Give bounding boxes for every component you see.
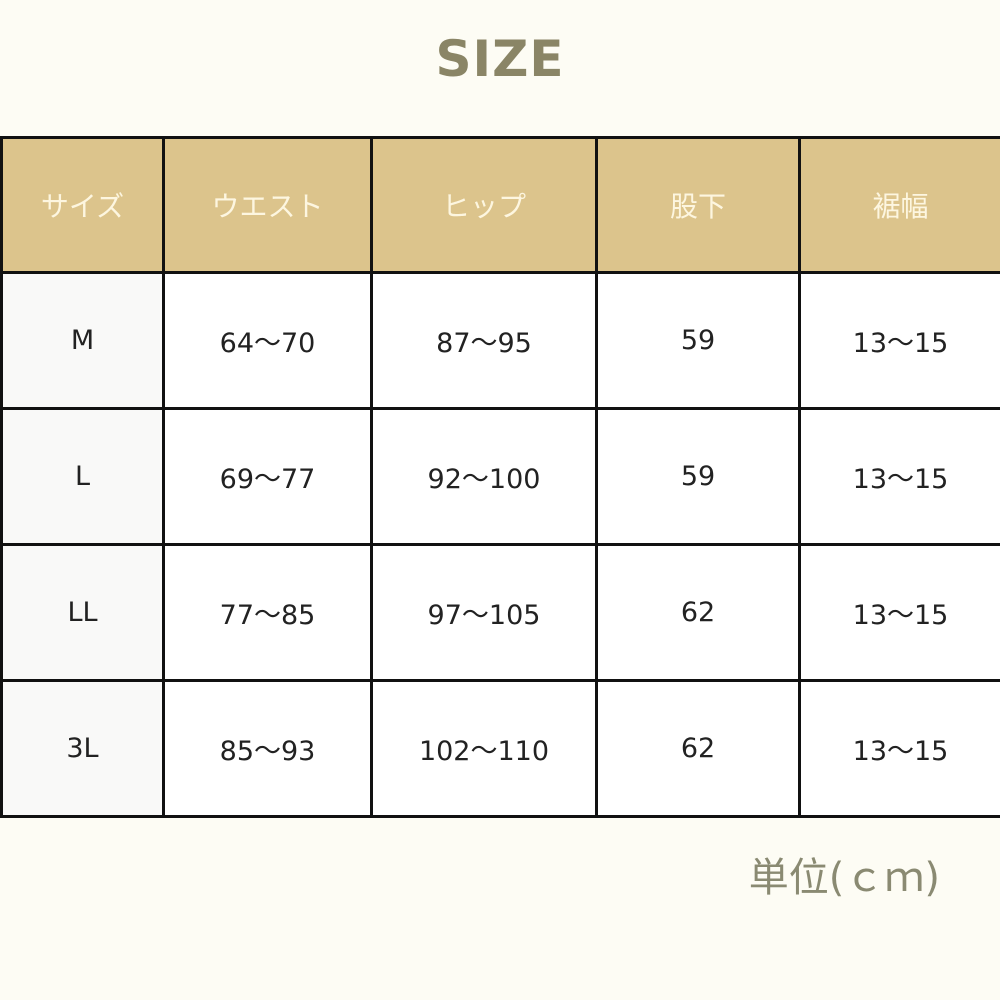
table-row: M 64〜70 87〜95 59 13〜15 [0,271,1000,410]
size-table: サイズ ウエスト ヒップ 股下 裾幅 M 64〜70 87〜95 59 13〜15 L 69〜77 92… [0,136,1000,818]
table-cell: 64〜70 [162,271,373,410]
table-row: L 69〜77 92〜100 59 13〜15 [0,407,1000,546]
table-cell: 97〜105 [370,543,598,682]
header-row: サイズ ウエスト ヒップ 股下 裾幅 [0,136,1000,274]
size-cell: M [0,271,165,410]
table-cell: 77〜85 [162,543,373,682]
column-header: サイズ [0,136,165,274]
size-cell: LL [0,543,165,682]
table-cell: 87〜95 [370,271,598,410]
table-cell: 13〜15 [798,407,1000,546]
table-cell: 59 [595,407,801,546]
table-cell: 85〜93 [162,679,373,818]
table-row: LL 77〜85 97〜105 62 13〜15 [0,543,1000,682]
table-cell: 62 [595,543,801,682]
unit-label: 単位(ｃｍ) [748,855,940,901]
page-title: SIZE [435,30,565,88]
size-cell: L [0,407,165,546]
table-cell: 13〜15 [798,679,1000,818]
column-header: 股下 [595,136,801,274]
column-header: 裾幅 [798,136,1000,274]
table-cell: 59 [595,271,801,410]
table-cell: 62 [595,679,801,818]
table-cell: 13〜15 [798,543,1000,682]
table-cell: 102〜110 [370,679,598,818]
column-header: ヒップ [370,136,598,274]
table-cell: 13〜15 [798,271,1000,410]
column-header: ウエスト [162,136,373,274]
table-cell: 92〜100 [370,407,598,546]
table-row: 3L 85〜93 102〜110 62 13〜15 [0,679,1000,818]
table-cell: 69〜77 [162,407,373,546]
size-cell: 3L [0,679,165,818]
